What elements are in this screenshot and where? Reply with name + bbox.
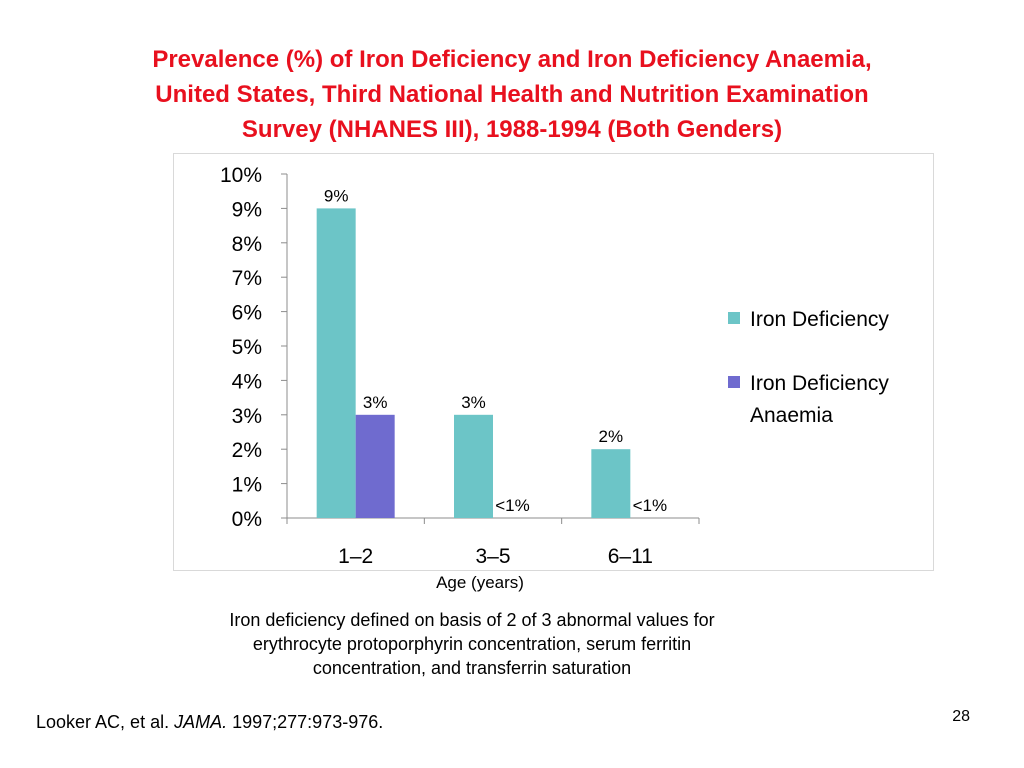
bar-chart: 0% 1% 2% 3% 4% 5% 6% 7% 8% 9% 10% 1–2 3–5 6–11 9% 3% 3% <… — [220, 164, 889, 568]
y-tick-label: 9% — [232, 198, 262, 221]
title-line: Prevalence (%) of Iron Deficiency and Ir… — [152, 46, 872, 73]
data-label: 2% — [599, 427, 624, 446]
data-label: 3% — [461, 393, 486, 412]
chart-frame: 0% 1% 2% 3% 4% 5% 6% 7% 8% 9% 10% 1–2 3–5 6–11 9% 3% 3% <… — [173, 153, 934, 571]
citation-details: 1997;277:973-976. — [227, 712, 384, 732]
y-tick-label: 7% — [232, 267, 262, 290]
y-tick-label: 3% — [232, 405, 262, 428]
data-label: 9% — [324, 186, 349, 205]
footnote-line: erythrocyte protoporphyrin concentration… — [252, 634, 692, 654]
category-label: 3–5 — [475, 545, 510, 568]
footnote-line: Iron deficiency defined on basis of 2 of… — [229, 610, 715, 630]
bar — [591, 449, 631, 518]
citation: Looker AC, et al. JAMA. 1997;277:973-976… — [36, 712, 383, 733]
y-tick-label: 0% — [232, 508, 262, 531]
bar — [316, 208, 356, 518]
legend-label: Anaemia — [750, 404, 833, 427]
category-label: 6–11 — [608, 545, 653, 568]
page-number: 28 — [952, 708, 970, 725]
y-tick-label: 5% — [232, 336, 262, 359]
y-tick-label: 1% — [232, 474, 262, 497]
y-tick-label: 2% — [232, 439, 262, 462]
title-line: Survey (NHANES III), 1988-1994 (Both Gen… — [241, 116, 783, 143]
data-label: <1% — [633, 496, 668, 515]
legend-label: Iron Deficiency — [750, 372, 889, 395]
title-line: United States, Third National Health and… — [155, 81, 869, 108]
legend-swatch — [728, 312, 740, 324]
slide-title: Prevalence (%) of Iron Deficiency and Ir… — [60, 42, 964, 147]
bar — [454, 414, 493, 518]
category-label: 1–2 — [338, 545, 373, 568]
y-tick-label: 10% — [220, 164, 262, 187]
y-tick-label: 6% — [232, 302, 262, 325]
footnote-line: concentration, and transferrin saturatio… — [312, 658, 632, 678]
legend-label: Iron Deficiency — [750, 308, 889, 331]
x-axis-label: Age (years) — [436, 573, 524, 592]
y-tick-label: 4% — [232, 370, 262, 393]
citation-journal: JAMA. — [174, 712, 228, 732]
data-label: <1% — [495, 496, 530, 515]
citation-author: Looker AC, et al. — [36, 712, 175, 732]
footnote: Iron deficiency defined on basis of 2 of… — [140, 608, 804, 680]
data-label: 3% — [363, 393, 388, 412]
bar — [355, 414, 395, 518]
y-tick-label: 8% — [232, 233, 262, 256]
legend-swatch — [728, 376, 740, 388]
